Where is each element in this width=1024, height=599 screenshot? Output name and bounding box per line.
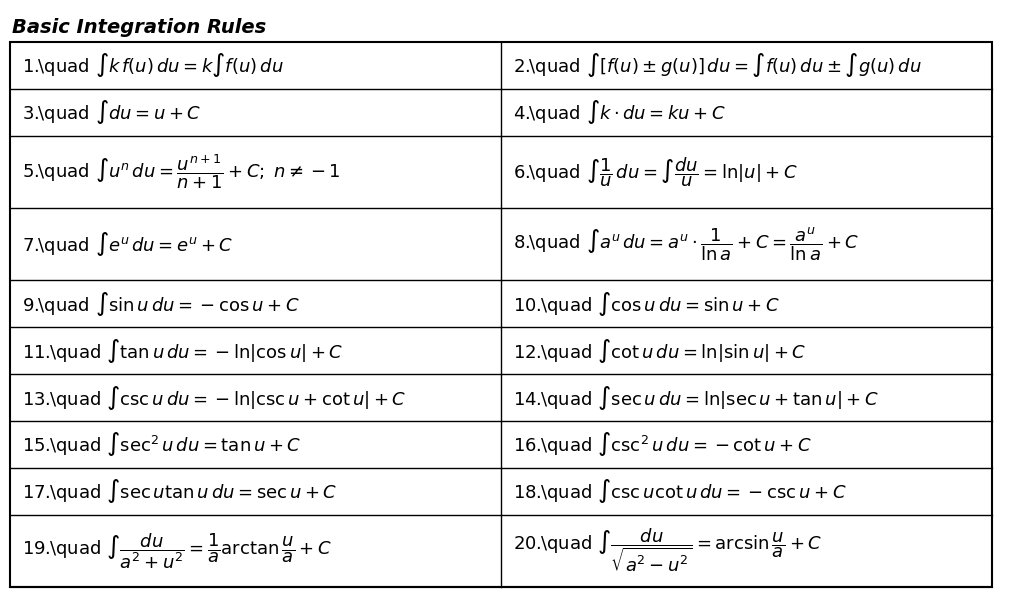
Text: 17.\quad $\int \sec u\tan u\,du = \sec u + C$: 17.\quad $\int \sec u\tan u\,du = \sec u… bbox=[23, 477, 337, 506]
Text: 13.\quad $\int \csc u\,du = -\ln|\csc u + \cot u| + C$: 13.\quad $\int \csc u\,du = -\ln|\csc u … bbox=[23, 383, 407, 412]
Text: 7.\quad $\int e^u\,du = e^u + C$: 7.\quad $\int e^u\,du = e^u + C$ bbox=[23, 230, 233, 258]
Text: 19.\quad $\int \dfrac{du}{a^2 + u^2} = \dfrac{1}{a}\arctan\dfrac{u}{a} + C$: 19.\quad $\int \dfrac{du}{a^2 + u^2} = \… bbox=[23, 531, 332, 571]
Text: 20.\quad $\int \dfrac{du}{\sqrt{a^2 - u^2}} = \arcsin\dfrac{u}{a} + C$: 20.\quad $\int \dfrac{du}{\sqrt{a^2 - u^… bbox=[513, 527, 822, 575]
Text: 11.\quad $\int \tan u\,du = -\ln|\cos u| + C$: 11.\quad $\int \tan u\,du = -\ln|\cos u|… bbox=[23, 337, 343, 365]
Text: 4.\quad $\int k \cdot du = ku + C$: 4.\quad $\int k \cdot du = ku + C$ bbox=[513, 98, 726, 126]
Text: 12.\quad $\int \cot u\,du = \ln|\sin u| + C$: 12.\quad $\int \cot u\,du = \ln|\sin u| … bbox=[513, 337, 806, 365]
Text: 15.\quad $\int \sec^2 u\,du = \tan u + C$: 15.\quad $\int \sec^2 u\,du = \tan u + C… bbox=[23, 431, 301, 458]
Text: 5.\quad $\int u^n\,du = \dfrac{u^{n+1}}{n+1} + C;\; n \neq -1$: 5.\quad $\int u^n\,du = \dfrac{u^{n+1}}{… bbox=[23, 153, 341, 191]
Text: 8.\quad $\int a^u\,du = a^u \cdot \dfrac{1}{\ln a} + C = \dfrac{a^u}{\ln a} + C$: 8.\quad $\int a^u\,du = a^u \cdot \dfrac… bbox=[513, 225, 859, 263]
Text: 3.\quad $\int du = u + C$: 3.\quad $\int du = u + C$ bbox=[23, 98, 202, 126]
Text: 2.\quad $\int [f(u) \pm g(u)]\,du = \int f(u)\,du \pm \int g(u)\,du$: 2.\quad $\int [f(u) \pm g(u)]\,du = \int… bbox=[513, 52, 922, 80]
Text: 6.\quad $\int \dfrac{1}{u}\,du = \int \dfrac{du}{u} = \ln|u| + C$: 6.\quad $\int \dfrac{1}{u}\,du = \int \d… bbox=[513, 155, 798, 189]
Text: Basic Integration Rules: Basic Integration Rules bbox=[12, 18, 266, 37]
Text: 1.\quad $\int k\,f(u)\,du = k\int f(u)\,du$: 1.\quad $\int k\,f(u)\,du = k\int f(u)\,… bbox=[23, 52, 284, 80]
Text: 16.\quad $\int \csc^2 u\,du = -\cot u + C$: 16.\quad $\int \csc^2 u\,du = -\cot u + … bbox=[513, 431, 812, 458]
Text: 14.\quad $\int \sec u\,du = \ln|\sec u + \tan u| + C$: 14.\quad $\int \sec u\,du = \ln|\sec u +… bbox=[513, 383, 880, 412]
Text: 9.\quad $\int \sin u\,du = -\cos u + C$: 9.\quad $\int \sin u\,du = -\cos u + C$ bbox=[23, 290, 300, 317]
Text: 10.\quad $\int \cos u\,du = \sin u + C$: 10.\quad $\int \cos u\,du = \sin u + C$ bbox=[513, 290, 780, 317]
Text: 18.\quad $\int \csc u\cot u\,du = -\csc u + C$: 18.\quad $\int \csc u\cot u\,du = -\csc … bbox=[513, 477, 847, 506]
